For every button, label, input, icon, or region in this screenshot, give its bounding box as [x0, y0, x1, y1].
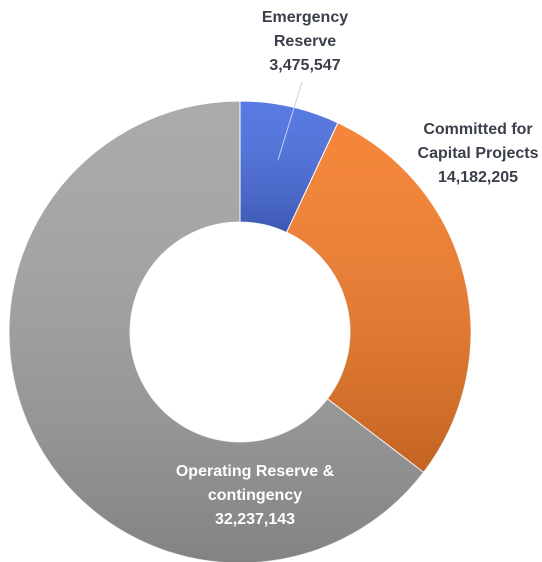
slice-label: Emergency Reserve 3,475,547: [250, 6, 360, 78]
slice-label: Operating Reserve & contingency 32,237,1…: [170, 460, 340, 532]
category-label: Operating Reserve & contingency: [175, 463, 335, 504]
value-label: 32,237,143: [214, 511, 296, 528]
category-label: Emergency Reserve: [261, 9, 349, 50]
leader-line: [277, 81, 303, 161]
slice-label: Committed for Capital Projects 14,182,20…: [408, 118, 542, 190]
category-label: Committed for Capital Projects: [417, 121, 539, 162]
value-label: 14,182,205: [437, 169, 519, 186]
value-label: 3,475,547: [269, 57, 341, 74]
